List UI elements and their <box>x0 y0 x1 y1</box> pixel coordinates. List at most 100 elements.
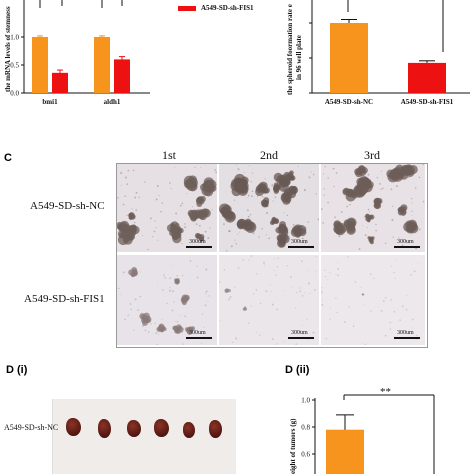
cell-speck <box>307 282 310 285</box>
cell-speck <box>325 337 328 340</box>
cell-speck <box>259 302 262 305</box>
cell-speck <box>276 308 279 311</box>
cell-speck <box>322 222 324 224</box>
spheroid-cell <box>346 217 357 228</box>
scale-bar-nc-1st <box>186 246 212 248</box>
cell-speck <box>273 269 275 271</box>
spheroid-cell <box>180 297 186 303</box>
cell-speck <box>166 302 168 305</box>
spheroid-cell <box>278 226 287 234</box>
scale-label-fis1-3rd: 300um <box>397 330 414 336</box>
panel-c-letter: C <box>4 152 12 164</box>
spheroid <box>195 195 206 207</box>
cell-speck <box>156 184 159 187</box>
cell-speck <box>419 228 421 231</box>
cell-speck <box>223 268 226 271</box>
cell-speck <box>348 306 350 308</box>
micrograph-fis1-2nd <box>219 255 319 345</box>
cell-speck <box>375 223 377 226</box>
cell-speck <box>411 318 414 321</box>
spheroid-cell <box>243 306 247 310</box>
cell-speck <box>308 338 310 340</box>
spheroid-cell <box>123 235 131 243</box>
spheroid <box>343 217 357 235</box>
spheroid-cell <box>298 228 307 237</box>
cell-speck <box>269 284 271 286</box>
cell-speck <box>393 336 395 338</box>
cell-speck <box>389 321 392 324</box>
spheroid-cell <box>361 293 364 296</box>
spheroid-cell <box>290 227 300 237</box>
cell-speck <box>174 166 176 168</box>
spheroid-cell <box>289 176 295 181</box>
spheroid <box>173 225 184 238</box>
panel-a-bar <box>32 37 48 93</box>
tumor-1 <box>66 418 81 436</box>
spheroid-cell <box>351 191 359 199</box>
spheroid-cell <box>195 234 202 240</box>
cell-speck <box>261 195 264 198</box>
tumor-3 <box>127 420 141 437</box>
tumor-6 <box>209 420 222 438</box>
cell-speck <box>330 343 332 345</box>
cell-speck <box>422 164 425 166</box>
panel-a-ytick-label: 0.5 <box>10 62 19 70</box>
cell-speck <box>413 270 416 273</box>
spheroid-cell <box>173 231 178 236</box>
cell-speck <box>124 176 127 179</box>
cell-speck <box>147 331 150 333</box>
cell-speck <box>349 203 351 206</box>
cell-speck <box>170 188 172 190</box>
cell-speck <box>335 172 338 174</box>
spheroid-cell <box>264 203 269 208</box>
cell-speck <box>204 333 206 335</box>
cell-speck <box>251 195 253 197</box>
cell-speck <box>163 274 165 276</box>
spheroid <box>194 232 205 242</box>
cell-speck <box>321 303 324 306</box>
cell-speck <box>327 177 329 179</box>
cell-speck <box>296 292 298 294</box>
cell-speck <box>130 308 132 311</box>
cell-speck <box>306 269 308 271</box>
cell-speck <box>304 292 306 294</box>
spheroid-cell <box>255 187 264 197</box>
spheroid-cell <box>367 236 371 240</box>
cell-speck <box>234 239 236 241</box>
cell-speck <box>330 307 332 309</box>
cell-speck <box>325 276 327 278</box>
cell-speck <box>336 311 339 314</box>
cell-speck <box>205 268 208 271</box>
panel-a-ytick-label: 0.0 <box>10 90 19 98</box>
cell-speck <box>180 204 182 207</box>
cell-speck <box>321 293 323 295</box>
cell-speck <box>411 233 413 235</box>
cell-speck <box>134 196 137 199</box>
cell-speck <box>364 234 367 236</box>
cell-speck <box>154 322 156 324</box>
cell-speck <box>184 223 186 225</box>
spheroid <box>117 226 135 246</box>
spheroid-cell <box>174 226 180 232</box>
cell-speck <box>415 334 418 337</box>
cell-speck <box>292 223 295 226</box>
spheroid-cell <box>290 186 299 194</box>
cell-speck <box>304 242 307 244</box>
cell-speck <box>201 313 204 315</box>
cell-speck <box>259 334 261 336</box>
cell-speck <box>181 274 184 277</box>
spheroid-cell <box>238 178 247 188</box>
cell-speck <box>247 322 250 324</box>
cell-speck <box>248 259 250 261</box>
cell-speck <box>392 205 394 207</box>
cell-speck <box>324 269 326 271</box>
panel-c-row-label-nc: A549-SD-sh-NC <box>30 200 105 212</box>
cell-speck <box>250 305 253 307</box>
cell-speck <box>230 245 233 248</box>
cell-speck <box>256 332 258 333</box>
spheroid-cell <box>360 185 369 194</box>
spheroid <box>361 293 365 296</box>
spheroid <box>180 294 190 306</box>
cell-speck <box>354 281 357 283</box>
cell-speck <box>169 277 171 280</box>
